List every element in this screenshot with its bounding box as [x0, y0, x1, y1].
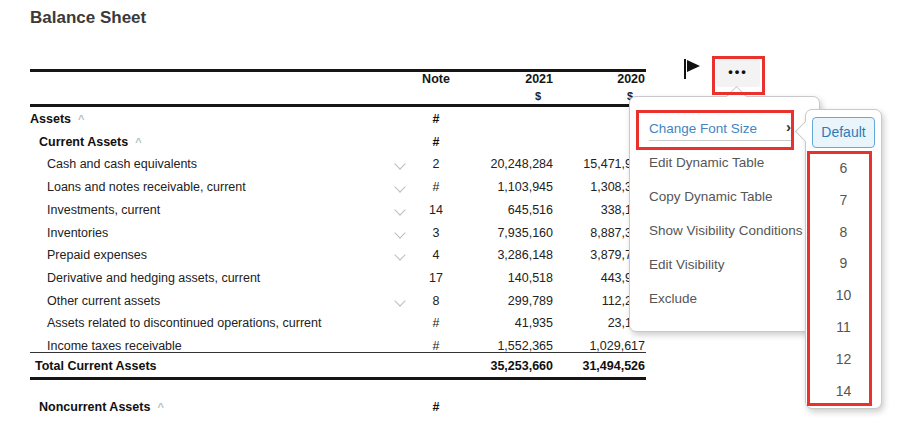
- chevron-down-icon[interactable]: [394, 295, 405, 306]
- font-size-submenu: Default 6 7 8 9 10 11 12 14: [805, 109, 882, 409]
- table-row: Loans and notes receivable, current #1,10…: [30, 176, 645, 199]
- value-2021-cell: 41,935: [466, 316, 553, 330]
- chevron-down-icon[interactable]: [394, 204, 405, 215]
- value-2020-cell: 8,887,3: [553, 226, 632, 240]
- context-menu: Change Font Size Edit Dynamic Table Copy D…: [629, 96, 820, 332]
- value-2020-cell: 15,471,9: [553, 157, 632, 171]
- menu-item-edit-visibility[interactable]: Edit Visibility: [649, 257, 725, 272]
- table-row: Current Assets ^ #: [30, 131, 645, 154]
- collapse-caret-icon[interactable]: ^: [135, 136, 141, 148]
- font-size-option-8[interactable]: 8: [806, 224, 881, 240]
- value-2020-cell: 338,1: [553, 203, 632, 217]
- chevron-down-icon[interactable]: [394, 181, 405, 192]
- value-2020-cell: 3,879,7: [553, 248, 632, 262]
- flag-icon[interactable]: [681, 58, 701, 81]
- value-2021-cell: 1,552,365: [466, 339, 553, 353]
- value-2021-cell: 299,789: [466, 294, 553, 308]
- row-label: Derivative and hedging assets, current: [47, 271, 260, 285]
- table-row: Inventories 37,935,1608,887,3: [30, 222, 645, 245]
- font-size-option-7[interactable]: 7: [806, 192, 881, 208]
- value-2020-cell: 1,029,617: [553, 339, 645, 353]
- row-label: Assets related to discontinued operation…: [47, 316, 321, 330]
- value-2021-cell: 645,516: [466, 203, 553, 217]
- value-2020-cell: 23,1: [553, 316, 632, 330]
- value-2021-cell: 140,518: [466, 271, 553, 285]
- table-row: Other current assets 8299,789112,2: [30, 290, 645, 313]
- row-label: Noncurrent Assets: [39, 400, 150, 414]
- table-header-rule: [30, 104, 646, 107]
- more-options-button[interactable]: •••: [716, 59, 760, 87]
- font-size-option-14[interactable]: 14: [806, 383, 881, 399]
- row-label: Inventories: [47, 226, 108, 240]
- row-label: Current Assets: [39, 135, 128, 149]
- value-2021-cell: 20,248,284: [466, 157, 553, 171]
- chevron-down-icon[interactable]: [394, 227, 405, 238]
- row-label: Income taxes receivable: [47, 339, 182, 353]
- note-cell: 17: [406, 271, 466, 285]
- font-size-option-10[interactable]: 10: [806, 287, 881, 303]
- value-2021-cell: 35,253,660: [466, 359, 553, 373]
- table-row: Total Current Assets 35,253,66031,494,526: [30, 355, 645, 378]
- menu-item-exclude[interactable]: Exclude: [649, 291, 697, 306]
- table-row: Investments, current 14645,516338,1: [30, 199, 645, 222]
- value-2021-cell: 3,286,148: [466, 248, 553, 262]
- column-header-2021: 2021: [466, 72, 553, 86]
- table-row: Prepaid expenses 43,286,1483,879,7: [30, 244, 645, 267]
- font-size-option-6[interactable]: 6: [806, 160, 881, 176]
- note-cell: 14: [406, 203, 466, 217]
- note-cell: #: [406, 112, 466, 126]
- note-cell: #: [406, 339, 466, 353]
- note-cell: 3: [406, 226, 466, 240]
- font-size-option-11[interactable]: 11: [806, 319, 881, 335]
- row-label: Assets: [30, 112, 71, 126]
- menu-item-change-font-size[interactable]: Change Font Size: [649, 121, 791, 141]
- collapse-caret-icon[interactable]: ^: [78, 113, 84, 125]
- table-row: Assets related to discontinued operation…: [30, 312, 645, 335]
- currency-symbol-2021: $: [466, 90, 553, 102]
- value-2020-cell: 112,2: [553, 294, 632, 308]
- row-label: Other current assets: [47, 294, 160, 308]
- value-2021-cell: 1,103,945: [466, 180, 553, 194]
- menu-item-show-visibility-conditions[interactable]: Show Visibility Conditions: [649, 223, 803, 238]
- column-header-note: Note: [406, 72, 466, 86]
- note-cell: #: [406, 316, 466, 330]
- note-cell: #: [406, 135, 466, 149]
- row-label: Cash and cash equivalents: [47, 157, 197, 171]
- column-header-2020: 2020: [553, 72, 645, 86]
- chevron-down-icon[interactable]: [394, 159, 405, 170]
- row-label: Loans and notes receivable, current: [47, 180, 246, 194]
- submenu-arrow-icon: ›: [786, 118, 791, 135]
- note-cell: 4: [406, 248, 466, 262]
- value-2020-cell: 31,494,526: [553, 359, 645, 373]
- table-row: Derivative and hedging assets, current 17…: [30, 267, 645, 290]
- chevron-down-icon[interactable]: [394, 250, 405, 261]
- note-cell: #: [406, 400, 466, 414]
- value-2020-cell: 443,9: [553, 271, 632, 285]
- table-row: Cash and cash equivalents 220,248,28415,4…: [30, 153, 645, 176]
- menu-item-edit-dynamic-table[interactable]: Edit Dynamic Table: [649, 155, 764, 170]
- page-title: Balance Sheet: [30, 8, 146, 28]
- value-2021-cell: 7,935,160: [466, 226, 553, 240]
- menu-item-copy-dynamic-table[interactable]: Copy Dynamic Table: [649, 189, 773, 204]
- note-cell: #: [406, 180, 466, 194]
- font-size-option-default[interactable]: Default: [812, 117, 875, 148]
- note-cell: 8: [406, 294, 466, 308]
- note-cell: 2: [406, 157, 466, 171]
- context-menu-pointer: [726, 86, 747, 107]
- table-row: Assets ^ #: [30, 108, 645, 131]
- row-label: Prepaid expenses: [47, 248, 147, 262]
- collapse-caret-icon[interactable]: ^: [157, 401, 163, 413]
- value-2020-cell: 1,308,3: [553, 180, 632, 194]
- font-size-option-9[interactable]: 9: [806, 255, 881, 271]
- row-label: Investments, current: [47, 203, 160, 217]
- font-size-option-12[interactable]: 12: [806, 351, 881, 367]
- row-label: Total Current Assets: [35, 359, 157, 373]
- table-row: Noncurrent Assets ^ #: [30, 396, 645, 419]
